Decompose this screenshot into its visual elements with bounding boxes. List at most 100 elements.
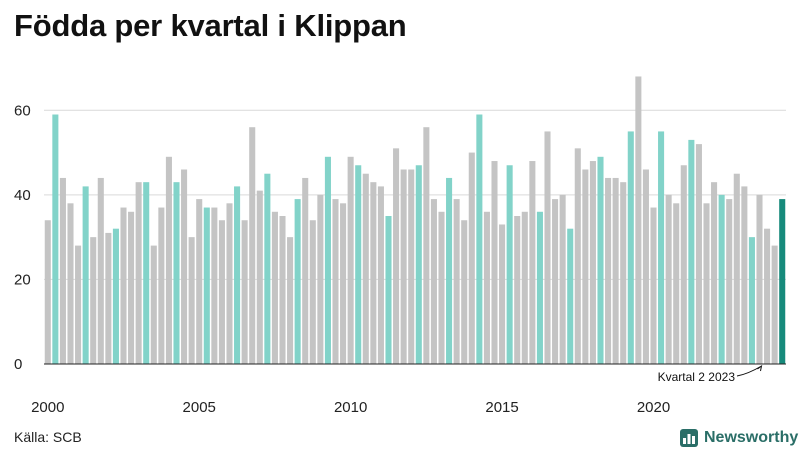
bar <box>559 194 566 364</box>
bar <box>44 220 51 364</box>
bar <box>680 165 687 364</box>
bar <box>347 156 354 364</box>
bar <box>483 211 490 364</box>
bar <box>733 173 740 364</box>
bar <box>635 76 642 365</box>
bar <box>377 186 384 364</box>
bar <box>574 148 581 364</box>
x-tick-label: 2010 <box>334 399 367 416</box>
bar <box>423 127 430 364</box>
bar <box>196 199 203 364</box>
bar <box>112 228 119 364</box>
bar <box>756 194 763 364</box>
bar <box>461 220 468 364</box>
bar <box>688 139 695 364</box>
bar <box>536 211 543 364</box>
y-tick-label: 20 <box>14 271 31 288</box>
bar <box>771 245 778 364</box>
bar <box>135 182 142 364</box>
bar <box>355 165 362 364</box>
bar <box>673 203 680 364</box>
bar <box>650 207 657 364</box>
bar <box>400 169 407 364</box>
x-tick-label: 2000 <box>31 399 64 416</box>
bar <box>779 199 786 364</box>
bar <box>605 177 612 364</box>
bar <box>52 114 59 364</box>
bar <box>241 220 248 364</box>
bar <box>271 211 278 364</box>
bar <box>642 169 649 364</box>
bar <box>415 165 422 364</box>
bar <box>741 186 748 364</box>
bar <box>234 186 241 364</box>
bar <box>302 177 309 364</box>
bar <box>612 177 619 364</box>
bar <box>150 245 157 364</box>
bar <box>514 216 521 364</box>
bar <box>627 131 634 364</box>
bar <box>226 203 233 364</box>
bar <box>506 165 513 364</box>
bar <box>499 224 506 364</box>
bar <box>589 161 596 364</box>
bar <box>453 199 460 364</box>
bar <box>181 169 188 364</box>
bar <box>529 161 536 364</box>
annotation-arrow <box>736 364 763 377</box>
bar <box>446 177 453 364</box>
source-label: Källa: SCB <box>14 429 82 445</box>
x-tick-label: 2015 <box>485 399 518 416</box>
bar <box>317 194 324 364</box>
y-tick-label: 60 <box>14 102 31 119</box>
bar <box>173 182 180 364</box>
bar <box>665 194 672 364</box>
bar <box>597 156 604 364</box>
bar <box>362 173 369 364</box>
x-tick-label: 2005 <box>183 399 216 416</box>
bar <box>165 156 172 364</box>
bar <box>249 127 256 364</box>
bar <box>748 237 755 364</box>
bar <box>264 173 271 364</box>
bar <box>75 245 82 364</box>
bar <box>695 144 702 364</box>
bar <box>256 190 263 364</box>
bar <box>67 203 74 364</box>
brand-name: Newsworthy <box>704 429 799 446</box>
bar <box>59 177 66 364</box>
bars <box>44 76 786 365</box>
bar <box>726 199 733 364</box>
bar <box>158 207 165 364</box>
bar <box>430 199 437 364</box>
bar <box>287 237 294 364</box>
bar <box>703 203 710 364</box>
bar <box>340 203 347 364</box>
bar <box>128 211 135 364</box>
bar <box>143 182 150 364</box>
bar <box>105 232 112 364</box>
bar <box>385 216 392 364</box>
bar <box>408 169 415 364</box>
y-tick-label: 0 <box>14 356 22 373</box>
bar <box>552 199 559 364</box>
bar <box>718 194 725 364</box>
bar <box>332 199 339 364</box>
bar <box>97 177 104 364</box>
bar <box>582 169 589 364</box>
bar <box>476 114 483 364</box>
y-tick-label: 40 <box>14 187 31 204</box>
bar <box>90 237 97 364</box>
bar <box>279 216 286 364</box>
bar <box>309 220 316 364</box>
annotation: Kvartal 2 2023 <box>658 364 763 384</box>
x-tick-label: 2020 <box>637 399 670 416</box>
bar <box>211 207 218 364</box>
bar <box>188 237 195 364</box>
bar <box>120 207 127 364</box>
bar-chart-icon <box>680 429 698 447</box>
x-axis-ticks: 2000 2005 2010 2015 2020 <box>31 399 670 416</box>
brand-logo: Newsworthy <box>680 427 798 449</box>
bar <box>491 161 498 364</box>
